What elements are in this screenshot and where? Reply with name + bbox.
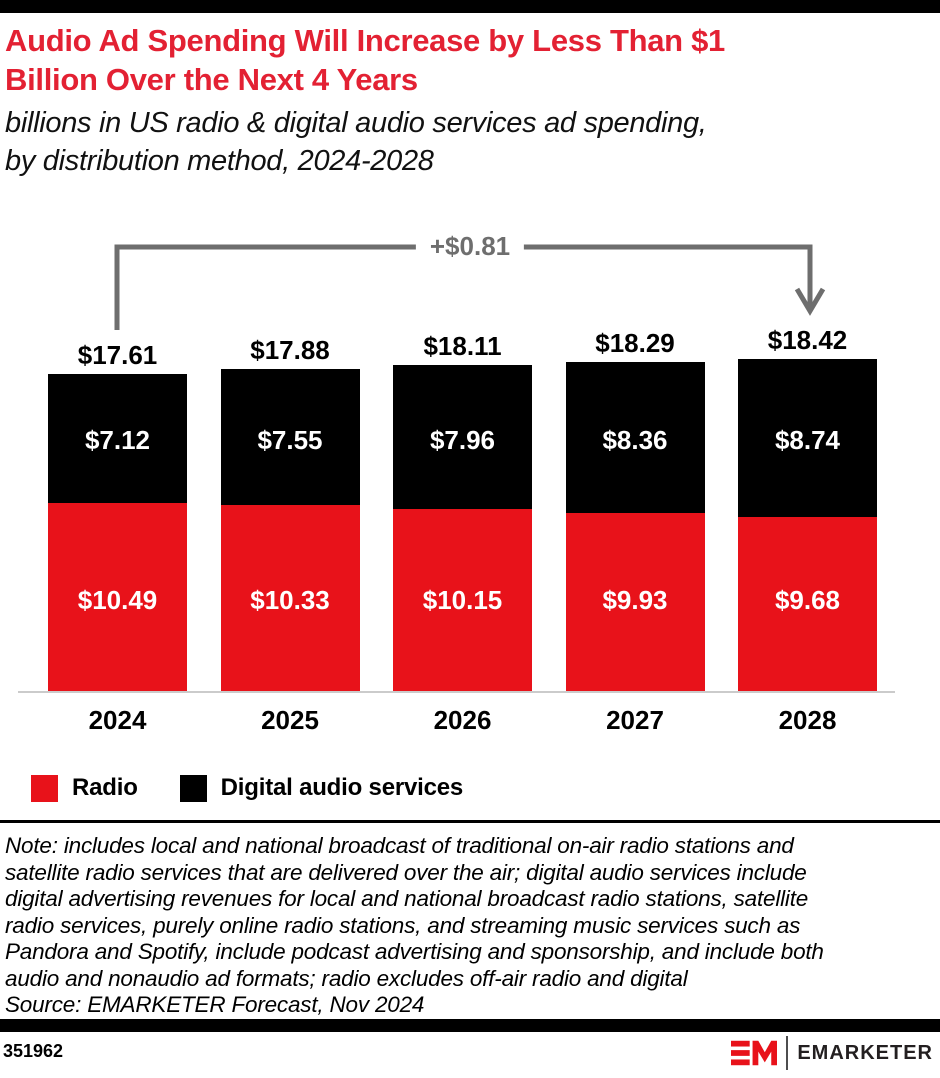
brand-wordmark: EMARKETER: [797, 1041, 933, 1064]
radio-value-label-2028: $9.68: [774, 585, 841, 615]
radio-value-label-2025: $10.33: [250, 585, 330, 615]
bar-segment-digital-audio-2026: [393, 364, 532, 509]
emarketer-logo: EMARKETER: [731, 1036, 933, 1070]
footnote: Note: includes local and national broadc…: [5, 833, 935, 1019]
x-axis-label-2028: 2028: [778, 705, 837, 735]
legend-label-digital-audio: Digital audio services: [220, 774, 464, 801]
bar-segment-radio-2025: [220, 505, 360, 692]
legend: Radio Digital audio services: [31, 774, 463, 802]
total-value-label-2024: $17.61: [77, 339, 158, 370]
bar-group-2025: $17.88 $7.55 $10.33 2025: [220, 210, 360, 760]
footnote-line: Pandora and Spotify, include podcast adv…: [5, 939, 824, 964]
bar-segment-digital-audio-2025: [220, 369, 360, 506]
emarketer-logo-monogram: [731, 1040, 778, 1066]
digital-audio-value-label-2027: $8.36: [602, 425, 668, 455]
bar-group-2024: $17.61 $7.12 $10.49 2024: [48, 210, 187, 760]
footnote-line: audio and nonaudio ad formats; radio exc…: [5, 965, 688, 991]
x-axis-label-2025: 2025: [261, 705, 319, 735]
logo-divider: [786, 1036, 789, 1070]
source-line: Source: EMARKETER Forecast, Nov 2024: [5, 992, 425, 1017]
legend-label-radio: Radio: [72, 774, 138, 801]
bottom-border-bar: [0, 1019, 940, 1032]
radio-value-label-2024: $10.49: [77, 585, 158, 615]
chart-title: Audio Ad Spending Will Increase by Less …: [5, 21, 935, 99]
chart-id: 351962: [3, 1041, 64, 1061]
bar-segment-radio-2026: [393, 508, 532, 692]
bar-segment-radio-2024: [48, 502, 187, 692]
digital-audio-value-label-2028: $8.74: [774, 425, 841, 455]
chart-subtitle-line-2: by distribution method, 2024-2028: [5, 145, 434, 177]
x-axis-label-2027: 2027: [606, 705, 664, 735]
total-value-label-2028: $18.42: [767, 325, 848, 356]
radio-value-label-2027: $9.93: [602, 585, 668, 615]
bar-group-2026: $18.11 $7.96 $10.15 2026: [393, 210, 532, 760]
chart-subtitle-line-1: billions in US radio & digital audio ser…: [5, 107, 707, 139]
radio-value-label-2026: $10.15: [422, 585, 503, 615]
total-value-label-2026: $18.11: [423, 330, 502, 361]
x-axis-label-2024: 2024: [88, 705, 147, 735]
legend-item-radio: Radio: [31, 774, 138, 802]
bar-group-2027: $18.29 $8.36 $9.93 2027: [565, 210, 705, 760]
radio-color-swatch: [31, 774, 58, 802]
legend-item-digital-audio: Digital audio services: [179, 774, 464, 802]
top-border-bar: [0, 0, 940, 13]
bar-segment-radio-2028: [738, 517, 877, 692]
chart-subtitle: billions in US radio & digital audio ser…: [5, 104, 935, 180]
bar-segment-radio-2027: [565, 512, 705, 692]
bar-segment-digital-audio-2028: [738, 359, 877, 518]
x-axis-line: [18, 691, 895, 693]
stacked-bar-chart: +$0.81 $17.61 $7.12 $10.49 2024 $17.88 $7.55 $…: [0, 210, 940, 760]
footnote-line: satellite radio services that are delive…: [5, 859, 807, 885]
note-divider-line: [0, 820, 940, 823]
total-value-label-2025: $17.88: [250, 335, 330, 366]
x-axis-label-2026: 2026: [433, 705, 492, 735]
annotation-label: +$0.81: [415, 232, 525, 261]
digital-audio-color-swatch: [179, 774, 207, 802]
chart-title-line-2: Billion Over the Next 4 Years: [5, 62, 418, 97]
bar-segment-digital-audio-2024: [48, 373, 187, 503]
bar-segment-digital-audio-2027: [565, 361, 705, 513]
footnote-line: digital advertising revenues for local a…: [5, 886, 809, 911]
digital-audio-value-label-2025: $7.55: [257, 425, 323, 455]
digital-audio-value-label-2024: $7.12: [84, 425, 151, 455]
footnote-line: Note: includes local and national broadc…: [5, 833, 794, 858]
bar-group-2028: $18.42 $8.74 $9.68 2028: [738, 210, 877, 760]
footnote-line: radio services, purely online radio stat…: [5, 912, 801, 938]
digital-audio-value-label-2026: $7.96: [429, 425, 496, 455]
chart-title-line-1: Audio Ad Spending Will Increase by Less …: [5, 23, 726, 58]
total-value-label-2027: $18.29: [595, 327, 675, 358]
